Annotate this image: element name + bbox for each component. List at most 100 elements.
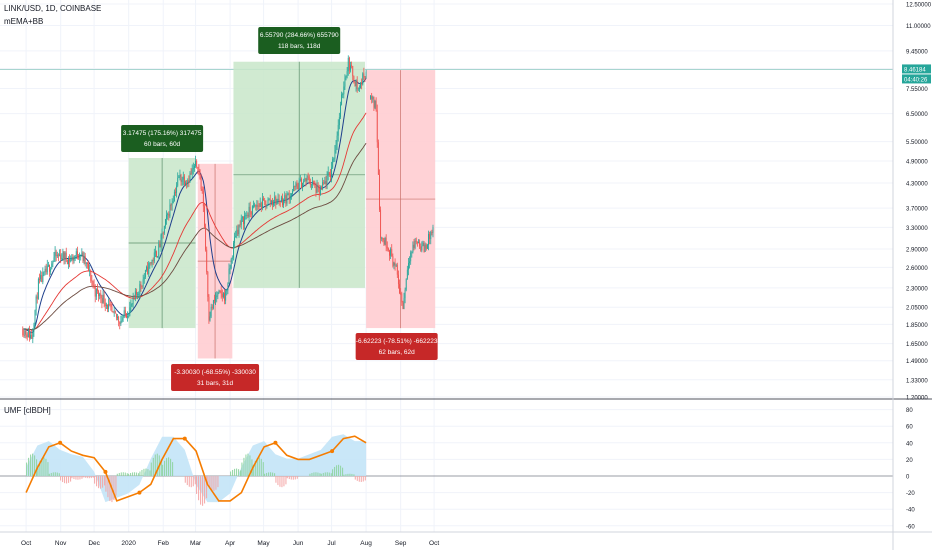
- candle[interactable]: [247, 214, 249, 217]
- candle[interactable]: [363, 73, 365, 77]
- candle[interactable]: [80, 255, 82, 257]
- candle[interactable]: [95, 288, 97, 297]
- candle[interactable]: [243, 217, 244, 224]
- candle[interactable]: [162, 233, 164, 234]
- projection-candle[interactable]: [393, 262, 395, 266]
- candle[interactable]: [284, 195, 286, 201]
- candle[interactable]: [316, 184, 318, 193]
- candle[interactable]: [311, 184, 312, 186]
- candle[interactable]: [328, 172, 330, 175]
- projection-candle[interactable]: [375, 101, 377, 111]
- projection-candle[interactable]: [406, 269, 408, 279]
- candle[interactable]: [246, 214, 248, 216]
- candle[interactable]: [260, 203, 262, 209]
- candle[interactable]: [240, 218, 242, 226]
- candle[interactable]: [307, 176, 309, 178]
- candle[interactable]: [122, 317, 124, 321]
- candle[interactable]: [176, 185, 178, 193]
- candle[interactable]: [355, 80, 357, 87]
- oscillator-title[interactable]: UMF [clBDH]: [4, 406, 51, 415]
- candle[interactable]: [357, 88, 359, 90]
- candle[interactable]: [130, 304, 132, 308]
- candle[interactable]: [317, 184, 319, 187]
- candle[interactable]: [209, 316, 211, 321]
- candle[interactable]: [170, 204, 172, 206]
- candle[interactable]: [33, 324, 35, 332]
- candle[interactable]: [290, 193, 292, 196]
- projection-candle[interactable]: [400, 292, 402, 294]
- candle[interactable]: [107, 304, 108, 309]
- candle[interactable]: [286, 194, 288, 204]
- candle[interactable]: [259, 203, 261, 207]
- candle[interactable]: [138, 294, 140, 296]
- candle[interactable]: [337, 125, 339, 136]
- candle[interactable]: [167, 213, 169, 215]
- candle[interactable]: [94, 286, 96, 297]
- candle[interactable]: [296, 183, 298, 186]
- candle[interactable]: [73, 257, 75, 261]
- candle[interactable]: [216, 295, 218, 298]
- candle[interactable]: [258, 206, 260, 208]
- candle[interactable]: [282, 197, 283, 206]
- candle[interactable]: [51, 263, 53, 269]
- projection-candle[interactable]: [392, 256, 394, 266]
- candle[interactable]: [205, 226, 207, 250]
- candle[interactable]: [336, 135, 338, 145]
- candle[interactable]: [348, 57, 350, 71]
- candle[interactable]: [221, 294, 223, 297]
- measure-label-1[interactable]: 3.17475 (175.16%) 317475 60 bars, 60d: [121, 125, 204, 152]
- candle[interactable]: [121, 320, 123, 322]
- candle[interactable]: [185, 182, 186, 185]
- projection-candle[interactable]: [422, 242, 424, 246]
- projection-candle[interactable]: [409, 261, 411, 263]
- projection-candle[interactable]: [382, 238, 384, 241]
- candle[interactable]: [159, 244, 161, 248]
- candle[interactable]: [224, 293, 225, 301]
- projection-candle[interactable]: [415, 240, 417, 242]
- candle[interactable]: [160, 234, 162, 248]
- candle[interactable]: [263, 198, 264, 201]
- candle[interactable]: [136, 291, 137, 295]
- candle[interactable]: [289, 195, 291, 200]
- candle[interactable]: [131, 303, 133, 305]
- candle[interactable]: [153, 252, 155, 262]
- candle[interactable]: [308, 176, 310, 183]
- last-price-badge[interactable]: [902, 64, 931, 74]
- candle[interactable]: [238, 224, 240, 235]
- candle[interactable]: [93, 285, 95, 287]
- candle[interactable]: [270, 200, 272, 203]
- candle[interactable]: [29, 329, 30, 339]
- candle[interactable]: [231, 257, 233, 259]
- projection-candle[interactable]: [405, 278, 407, 290]
- candle[interactable]: [201, 188, 203, 192]
- candle[interactable]: [212, 300, 214, 309]
- projection-candle[interactable]: [387, 248, 389, 251]
- candle[interactable]: [267, 199, 269, 206]
- candle[interactable]: [23, 334, 25, 336]
- candle[interactable]: [279, 201, 281, 203]
- projection-candle[interactable]: [377, 142, 379, 175]
- candle[interactable]: [346, 71, 348, 77]
- candle[interactable]: [319, 188, 321, 196]
- candle[interactable]: [351, 65, 353, 67]
- candle[interactable]: [274, 196, 276, 204]
- measure-label-3[interactable]: 6.55790 (284.66%) 655790 118 bars, 118d: [258, 27, 341, 54]
- candle[interactable]: [112, 311, 114, 313]
- candle[interactable]: [283, 200, 285, 206]
- candle[interactable]: [113, 310, 115, 312]
- candle[interactable]: [115, 313, 117, 318]
- candle[interactable]: [90, 270, 92, 281]
- candle[interactable]: [173, 191, 175, 202]
- candle[interactable]: [215, 297, 217, 301]
- measure-labels[interactable]: 3.17475 (175.16%) 317475 60 bars, 60d -3.3…: [121, 27, 438, 391]
- projection-candle[interactable]: [420, 246, 422, 251]
- candle[interactable]: [105, 304, 107, 307]
- candle[interactable]: [211, 306, 213, 309]
- candle[interactable]: [225, 291, 227, 301]
- candle[interactable]: [287, 193, 289, 195]
- projection-candle[interactable]: [380, 209, 382, 239]
- candle[interactable]: [239, 224, 241, 226]
- candle[interactable]: [345, 76, 347, 78]
- projection-candle[interactable]: [411, 252, 413, 253]
- candle[interactable]: [70, 259, 72, 262]
